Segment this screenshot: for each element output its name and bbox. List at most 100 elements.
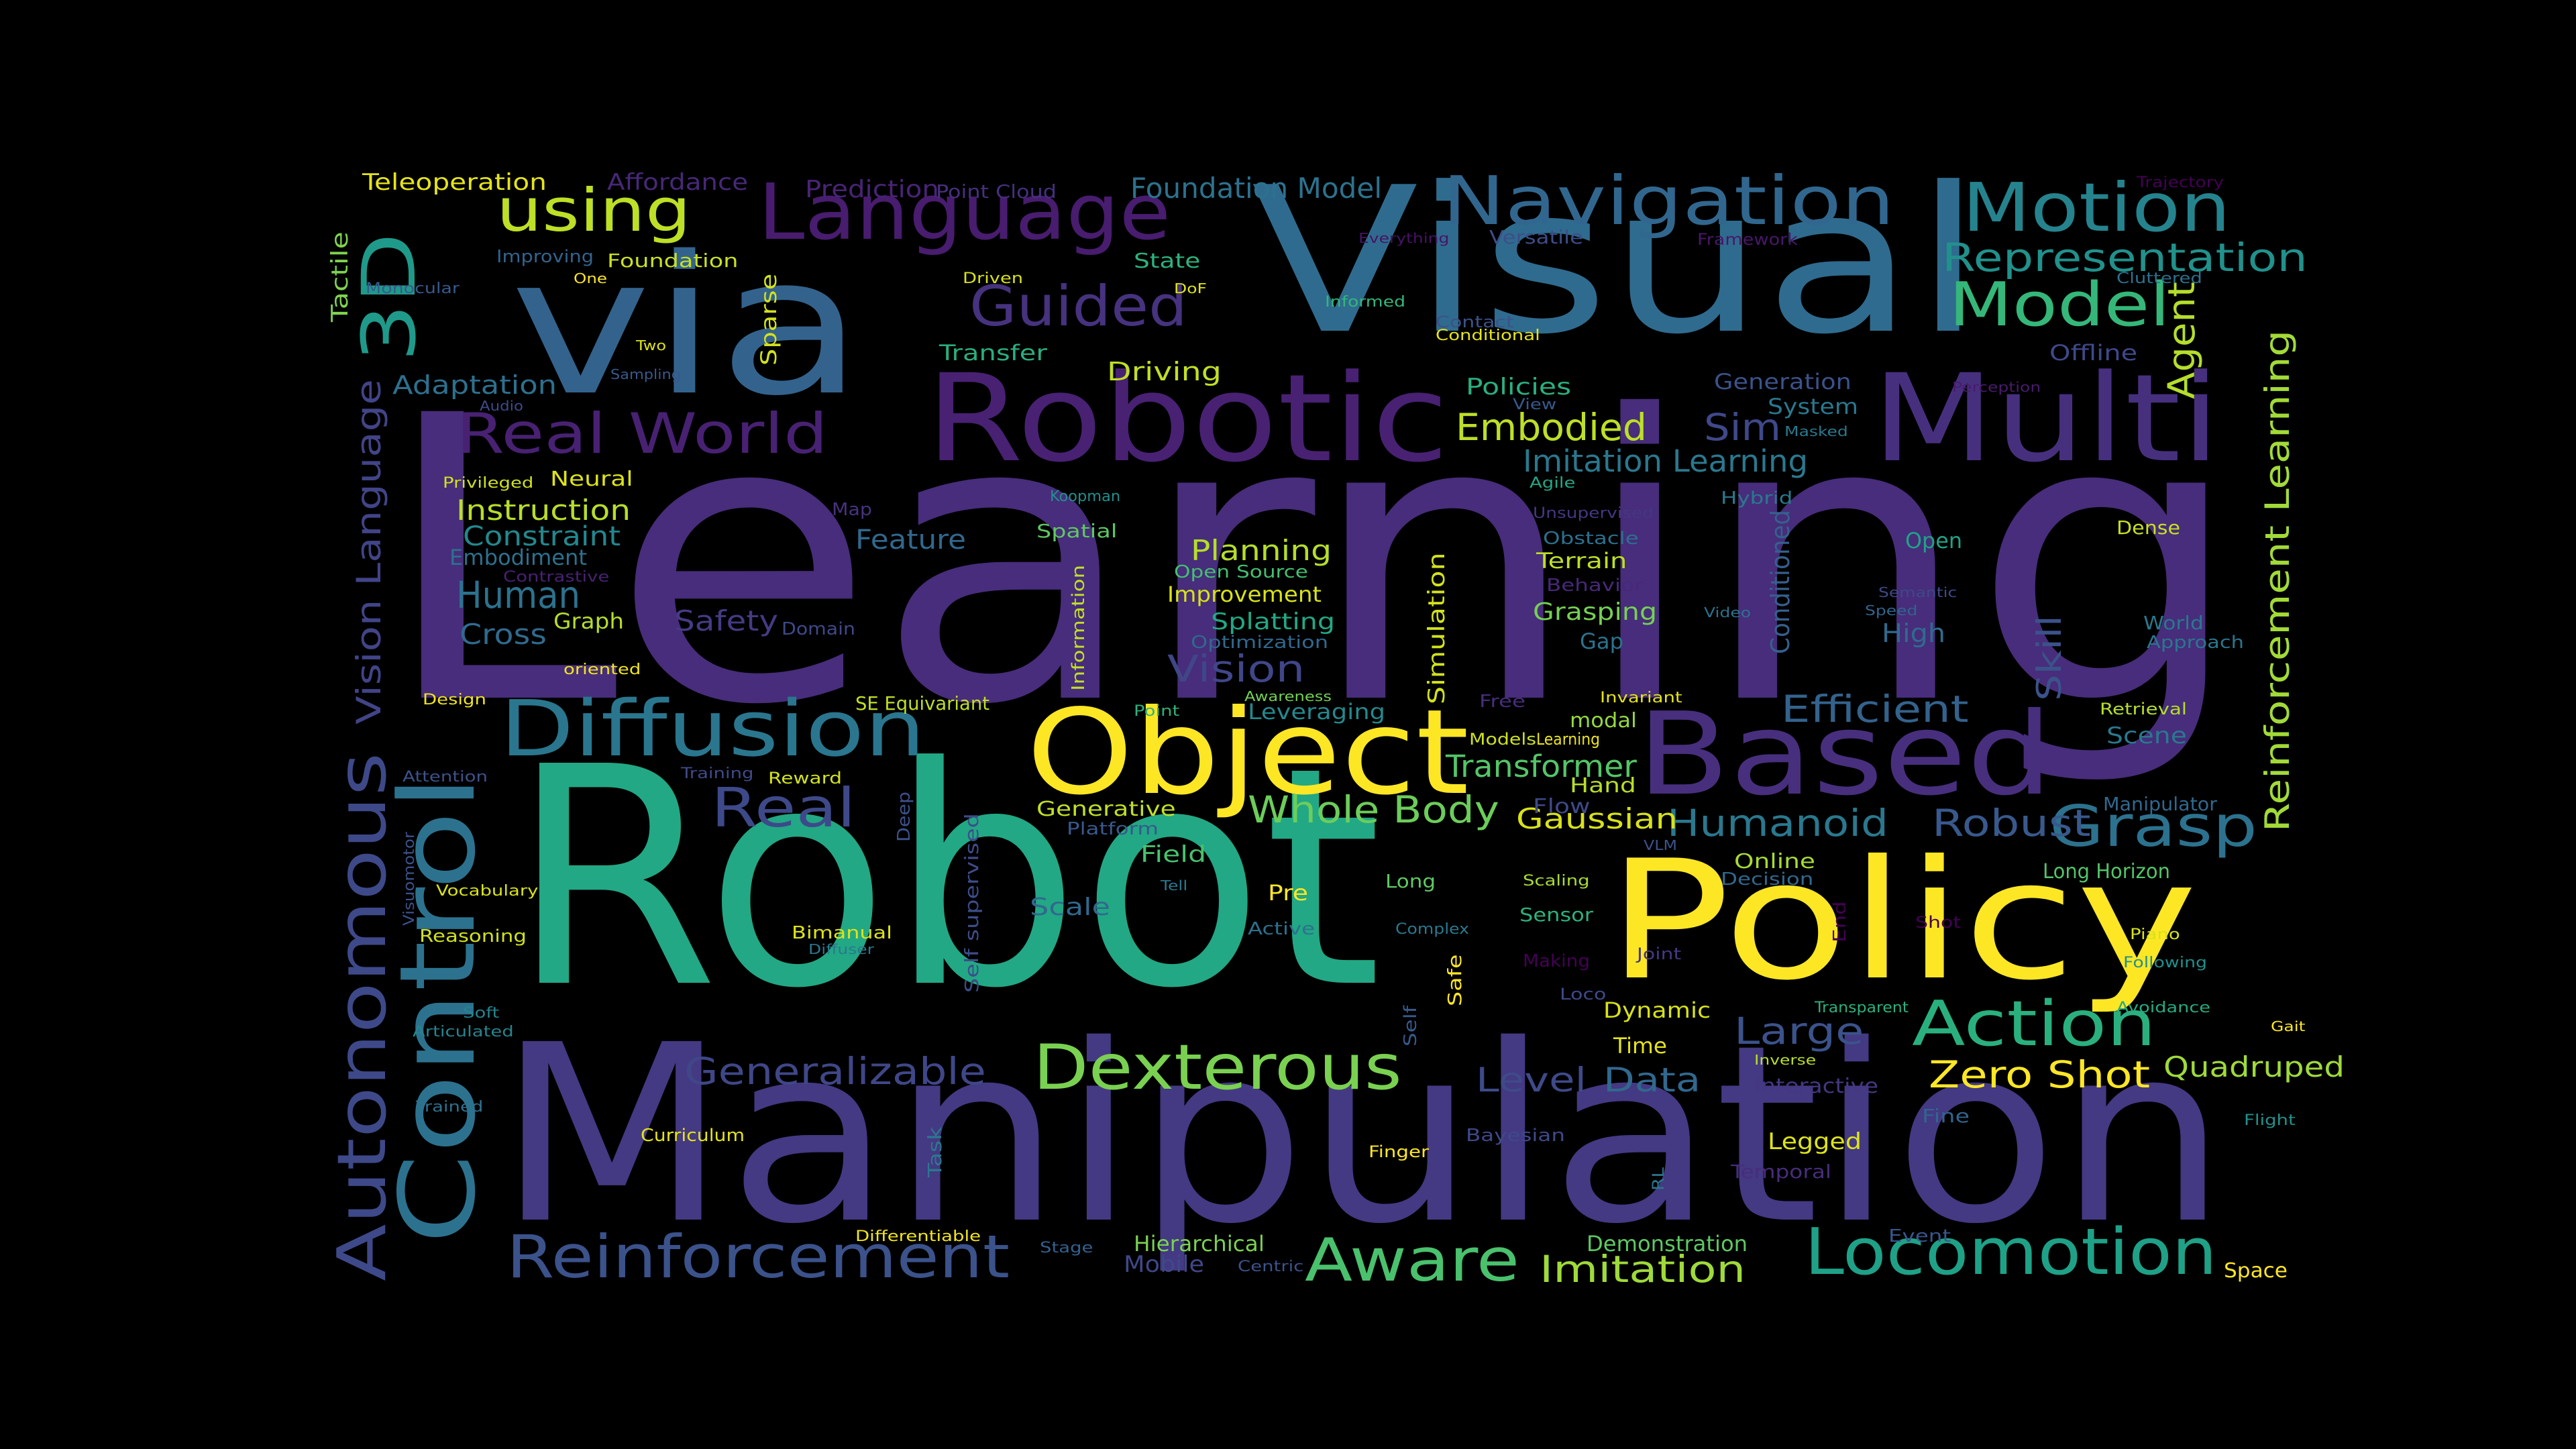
word-gap: Gap (1580, 629, 1623, 654)
word-state: State (1134, 250, 1201, 273)
word-system: System (1768, 394, 1858, 419)
word-quadruped: Quadruped (2163, 1051, 2345, 1083)
word-one: One (574, 270, 607, 286)
word-generation: Generation (1714, 369, 1851, 394)
word-grasp: Grasp (2049, 794, 2257, 860)
word-improvement: Improvement (1167, 582, 1322, 607)
word-driving: Driving (1107, 357, 1222, 386)
word-affordance: Affordance (607, 169, 749, 196)
word-hand: Hand (1570, 774, 1636, 798)
word-diffuser: Diffuser (808, 941, 874, 957)
word-gait: Gait (2271, 1018, 2306, 1034)
word-long-horizon: Long Horizon (2043, 860, 2170, 883)
word-end: End (1830, 901, 1850, 943)
word-robot: Robot (510, 703, 1382, 1055)
word-video: Video (1704, 604, 1752, 621)
word-field: Field (1140, 841, 1207, 868)
word-motion: Motion (1962, 168, 2231, 247)
word-policy: Policy (1607, 825, 2198, 1016)
word-pre: Pre (1268, 880, 1308, 906)
word-obstacle: Obstacle (1543, 529, 1639, 549)
word-contact: Contact (1436, 313, 1514, 331)
word-visuomotor: Visuomotor (401, 831, 418, 926)
word-demonstration: Demonstration (1587, 1231, 1748, 1256)
word-foundation-model: Foundation Model (1130, 172, 1383, 205)
word-bayesian: Bayesian (1466, 1126, 1565, 1146)
word-koopman: Koopman (1050, 488, 1121, 505)
word-visual: Visual (1251, 144, 1982, 378)
word-design: Design (423, 692, 486, 708)
word-reinforcement-learning: Reinforcement Learning (2258, 329, 2297, 832)
word-joint: Joint (1637, 945, 1682, 963)
word-view: View (1513, 396, 1557, 413)
word-interactive: Interactive (1754, 1075, 1879, 1098)
word-adaptation: Adaptation (392, 370, 557, 400)
word-oriented: oriented (564, 661, 641, 678)
word-offline: Offline (2049, 340, 2138, 366)
word-reinforcement: Reinforcement (506, 1222, 1010, 1291)
word-leveraging: Leveraging (1248, 699, 1386, 724)
word-audio: Audio (480, 398, 523, 414)
word-agent: Agent (2160, 281, 2203, 399)
word-guided: Guided (969, 274, 1187, 339)
word-versatile: Versatile (1489, 226, 1584, 248)
word-simulation: Simulation (1424, 552, 1450, 704)
word-training: Training (681, 765, 754, 782)
word-avoidance: Avoidance (2116, 1000, 2211, 1016)
word-loco: Loco (1560, 985, 1607, 1004)
word-model: Model (1949, 270, 2170, 340)
word-efficient: Efficient (1781, 688, 1969, 731)
word-robotic: Robotic (926, 349, 1449, 489)
word-piano: Piano (2130, 926, 2180, 943)
word-fine: Fine (1922, 1105, 1970, 1127)
word-point-cloud: Point Cloud (936, 180, 1057, 203)
word-using: using (496, 176, 691, 245)
word-representation: Representation (1942, 235, 2308, 280)
word-high: High (1882, 619, 1946, 648)
word-transformer: Transformer (1446, 749, 1637, 784)
word-language: Language (758, 168, 1171, 258)
word-policies: Policies (1466, 374, 1572, 400)
word-deep: Deep (894, 792, 914, 842)
word-everything: Everything (1358, 230, 1450, 246)
word-self: Self (1401, 1005, 1421, 1046)
word-dynamic: Dynamic (1603, 998, 1711, 1023)
word-contrastive: Contrastive (503, 569, 610, 586)
word-unsupervised: Unsupervised (1533, 505, 1654, 522)
word-action: Action (1912, 987, 2157, 1060)
word-sim: Sim (1704, 406, 1781, 449)
word-rl: RL (1649, 1167, 1668, 1191)
word-constraint: Constraint (463, 521, 621, 552)
word-grasping: Grasping (1533, 598, 1658, 626)
word-generative: Generative (1036, 798, 1176, 821)
word-complex: Complex (1395, 921, 1470, 938)
word-differentiable: Differentiable (855, 1228, 981, 1245)
word-dense: Dense (2116, 517, 2180, 539)
word-vlm: VLM (1644, 837, 1678, 853)
word-awareness: Awareness (1244, 688, 1332, 704)
word-attention: Attention (402, 769, 488, 786)
word-inverse: Inverse (1754, 1052, 1817, 1068)
word-multi: Multi (1872, 349, 2221, 489)
word-speed: Speed (1865, 602, 1918, 619)
word-3d: 3D (346, 232, 432, 362)
word-self-supervised: Self supervised (961, 813, 983, 993)
word-neural: Neural (550, 468, 633, 491)
word-models: Models (1469, 730, 1537, 749)
word-privileged: Privileged (443, 475, 534, 492)
word-whole-body: Whole Body (1248, 788, 1499, 831)
word-teleoperation: Teleoperation (362, 169, 547, 196)
word-embodied: Embodied (1456, 406, 1647, 449)
word-human: Human (456, 574, 581, 616)
word-planning: Planning (1191, 534, 1332, 567)
word-semantic: Semantic (1878, 584, 1957, 600)
word-flow: Flow (1533, 795, 1591, 818)
word-trajectory: Trajectory (2137, 174, 2224, 191)
word-conditioned: Conditioned (1766, 509, 1795, 654)
word-point: Point (1134, 703, 1180, 720)
word-generalizable: Generalizable (684, 1050, 986, 1093)
word-manipulator: Manipulator (2103, 793, 2217, 815)
word-domain: Domain (782, 619, 855, 639)
word-imitation-learning: Imitation Learning (1523, 443, 1809, 479)
word-scaling: Scaling (1523, 873, 1590, 890)
